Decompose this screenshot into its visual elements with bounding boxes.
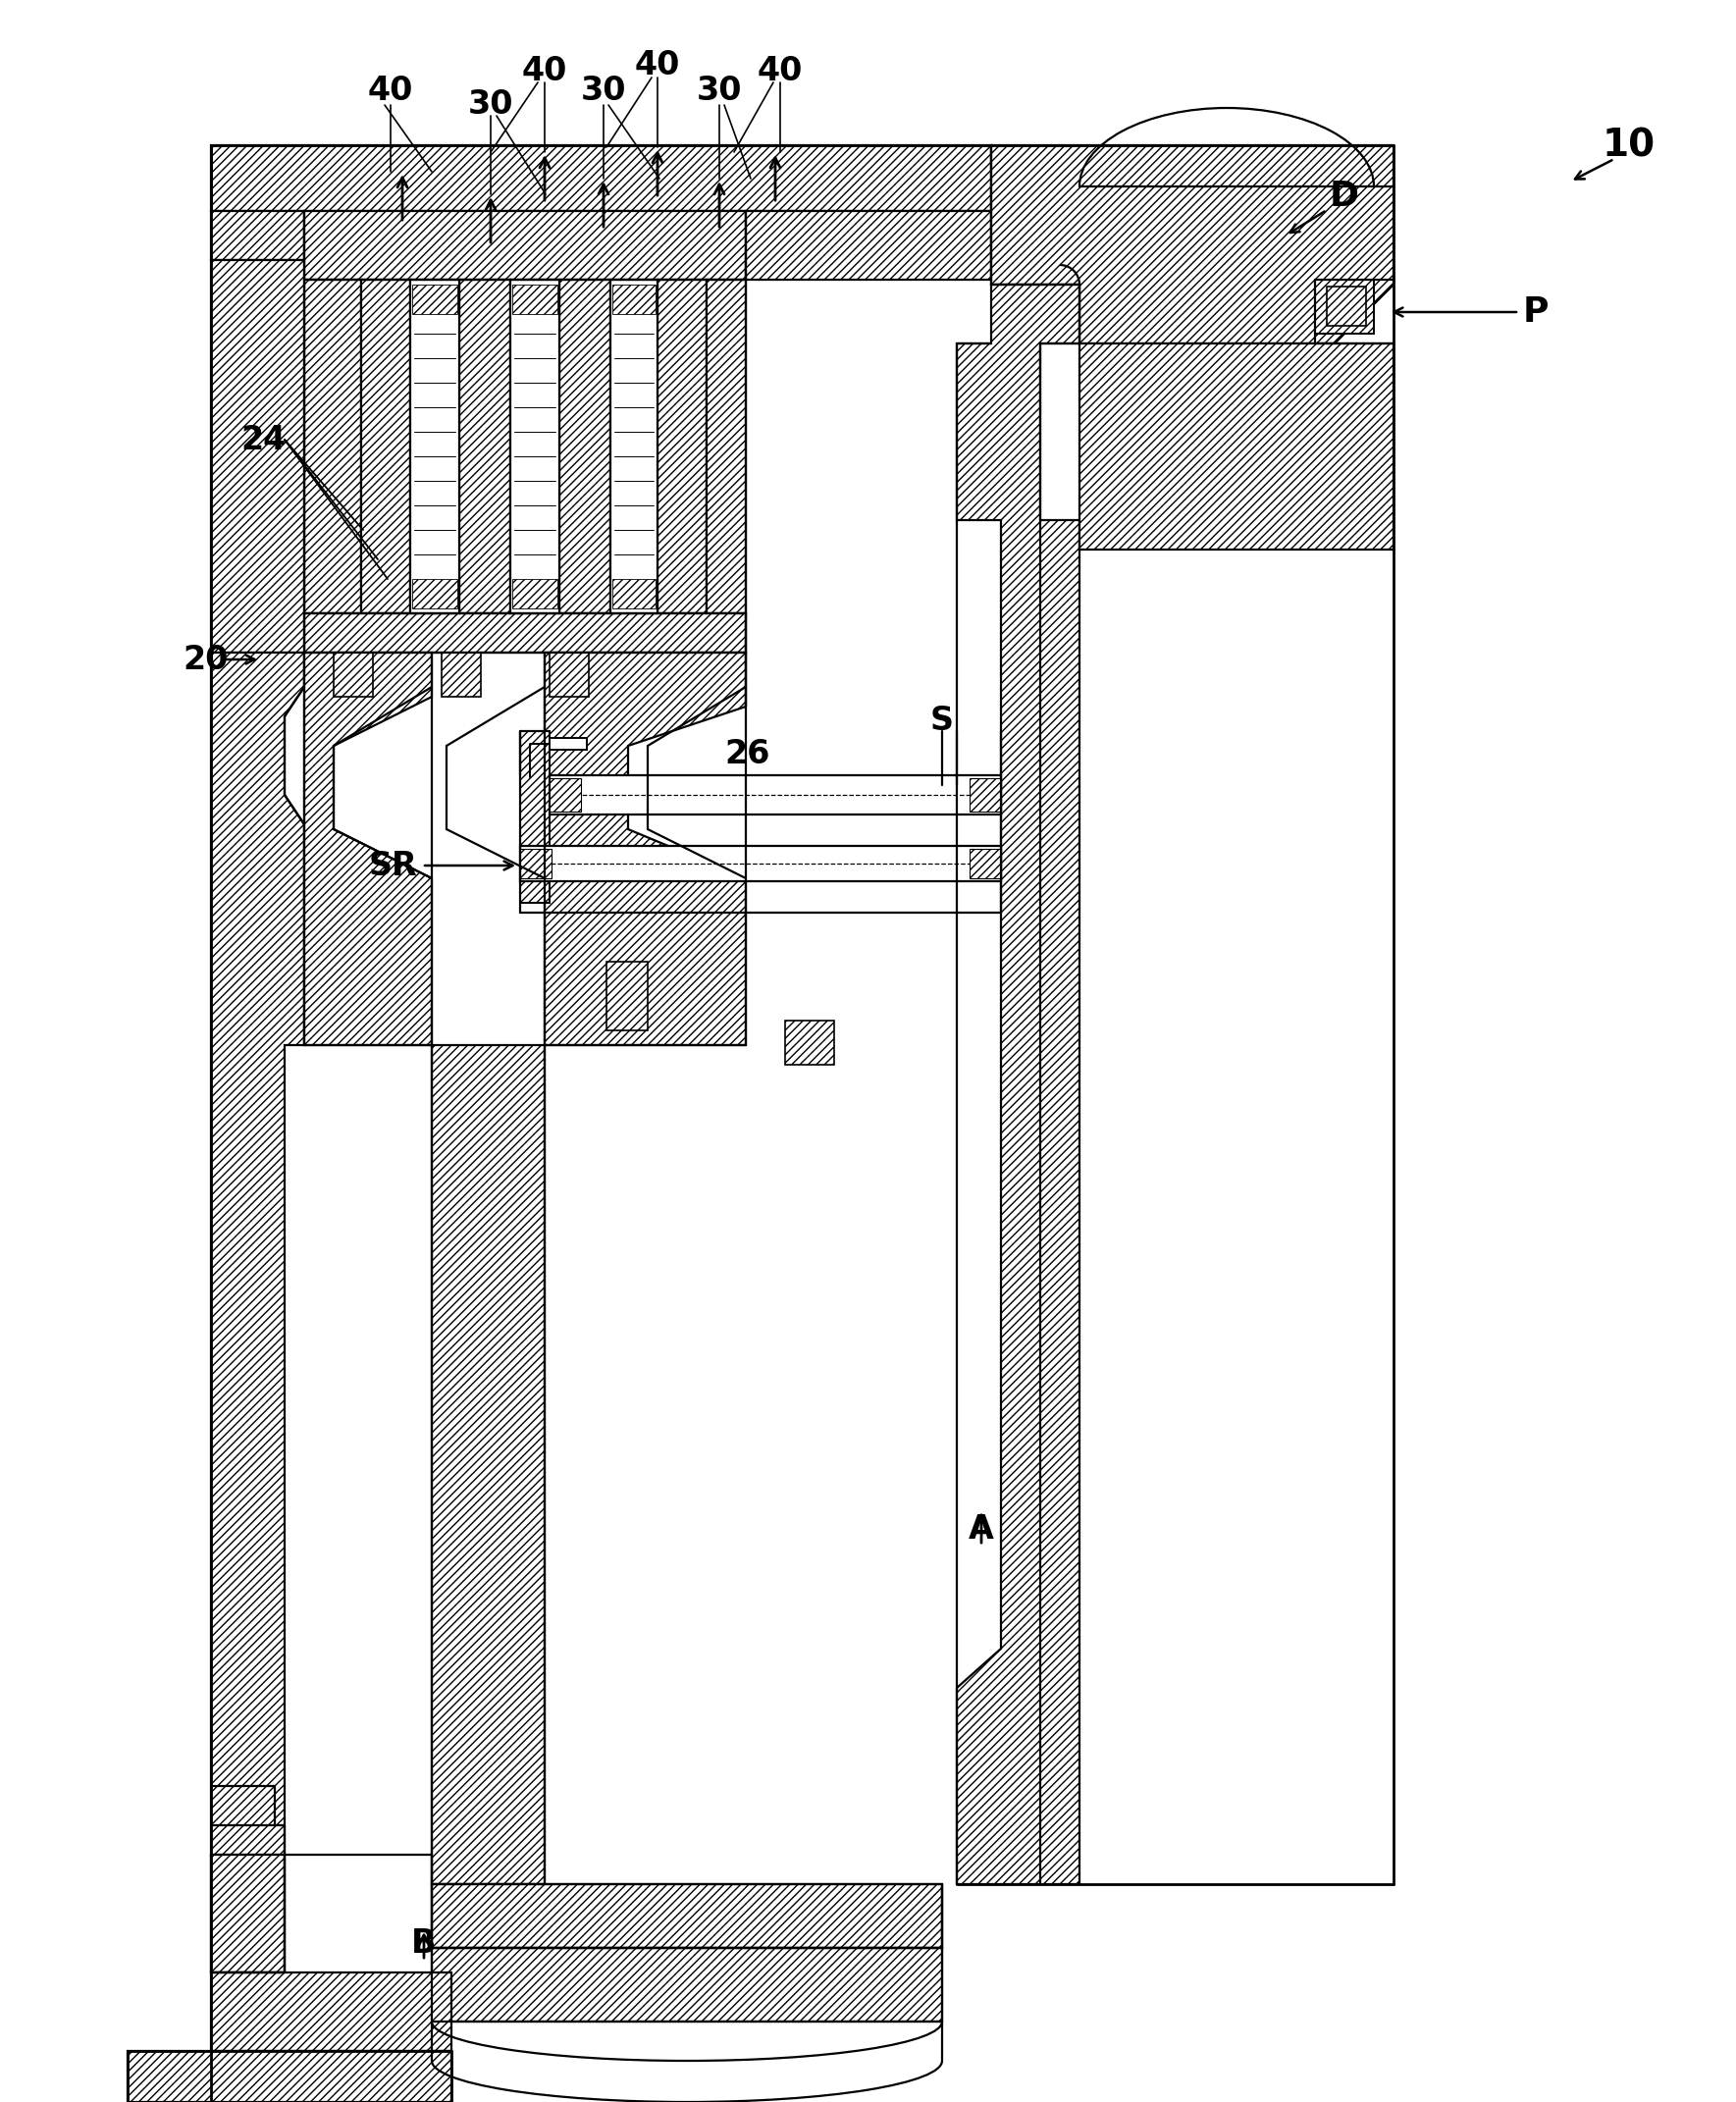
Text: 40: 40 [635,50,681,82]
Bar [512,578,557,607]
Bar [212,1972,451,2052]
Bar [1314,280,1373,334]
Bar [333,652,373,696]
Bar [658,280,707,614]
Polygon shape [611,280,658,614]
Bar [1080,343,1394,549]
Polygon shape [991,145,1394,343]
Bar [606,963,648,1030]
Bar [411,578,457,607]
Text: 40: 40 [523,55,568,86]
Bar [212,261,304,652]
Bar [785,1022,833,1066]
Text: B: B [411,1928,436,1959]
Bar [512,284,557,313]
Text: A: A [969,1513,995,1545]
Bar [550,652,589,696]
Bar [212,210,304,261]
Bar [550,778,582,811]
Text: 26: 26 [726,738,771,769]
Text: 20: 20 [184,643,229,675]
Text: 10: 10 [1602,126,1656,164]
Bar [460,280,510,614]
Polygon shape [304,652,432,1045]
Text: 30: 30 [696,76,743,107]
Polygon shape [410,280,460,614]
Bar [432,1045,545,1883]
Bar [746,210,991,280]
Text: D: D [1330,179,1359,212]
Bar [521,849,552,879]
Bar [613,284,656,313]
Bar [304,614,746,652]
Text: 40: 40 [368,76,413,107]
Polygon shape [957,284,1080,1883]
Bar [304,280,361,614]
Text: 24: 24 [240,423,286,456]
Polygon shape [521,845,1002,881]
Bar [970,778,1002,811]
Bar [411,284,457,313]
Bar [970,849,1002,879]
Bar [1326,286,1366,326]
Text: SR: SR [368,849,417,881]
Bar [559,280,611,614]
Bar [212,1854,285,1972]
Text: P: P [1522,296,1549,328]
Bar [212,145,991,210]
Polygon shape [550,738,587,750]
Bar [521,731,550,904]
Text: 30: 30 [469,88,514,120]
Bar [127,2052,451,2102]
Bar [432,1949,943,2022]
Bar [613,578,656,607]
Polygon shape [510,280,559,614]
Bar [304,210,746,280]
Bar [707,280,746,614]
Text: S: S [930,704,953,738]
Bar [432,1883,943,1949]
Text: 40: 40 [757,55,804,86]
Text: 30: 30 [582,76,627,107]
Polygon shape [550,776,1002,813]
Polygon shape [545,652,746,1045]
Bar [361,280,410,614]
Bar [441,652,481,696]
Polygon shape [212,652,304,1854]
